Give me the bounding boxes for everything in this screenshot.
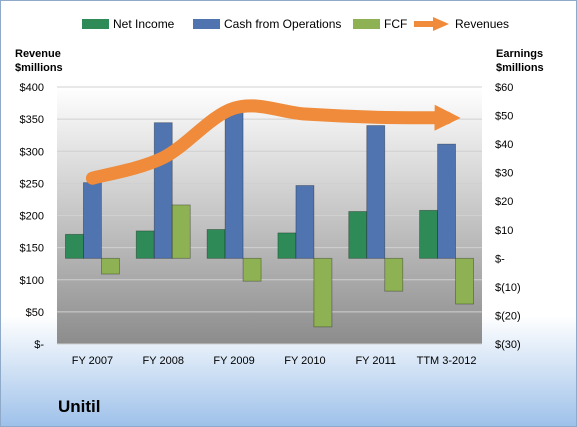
bar-net-income [277, 232, 297, 259]
legend-fcf-swatch [353, 19, 380, 29]
x-axis-ticks: FY 2007 FY 2008 FY 2009 FY 2010 FY 2011 TTM 3… [72, 355, 477, 367]
left-tick-label: $300 [20, 146, 44, 158]
left-tick-label: $- [34, 339, 44, 351]
company-name: Unitil [58, 397, 101, 416]
bar-cash-from-operations [83, 182, 102, 259]
right-tick-label: $10 [495, 225, 513, 237]
left-tick-label: $200 [20, 211, 44, 223]
revenues-line [85, 99, 461, 185]
x-tick-label: FY 2007 [72, 355, 113, 367]
left-tick-label: $400 [20, 82, 44, 94]
x-tick-label: TTM 3-2012 [417, 355, 477, 367]
bar-cash-from-operations [437, 143, 456, 259]
legend-cash-from-operations-label: Cash from Operations [224, 17, 341, 31]
bar-fcf [313, 257, 333, 328]
left-tick-label: $350 [20, 114, 44, 126]
legend-fcf-label: FCF [384, 17, 407, 31]
bar-net-income [419, 209, 438, 259]
bar-net-income [206, 229, 226, 259]
gridlines [57, 86, 482, 345]
legend: Net Income Cash from Operations FCF Reve… [82, 17, 509, 31]
left-tick-label: $50 [26, 307, 44, 319]
bar-net-income [348, 211, 368, 259]
bar-net-income [135, 230, 155, 259]
legend-revenues-label: Revenues [455, 17, 509, 31]
left-tick-label: $150 [20, 243, 44, 255]
bar-cash-from-operations [366, 125, 386, 259]
left-axis-title-line1: Revenue [15, 48, 61, 60]
left-axis-ticks: $- $50 $100 $150 $200 $250 $300 $350 $400 [20, 82, 45, 351]
legend-net-income-label: Net Income [113, 17, 175, 31]
left-axis-title-line2: $millions [15, 62, 63, 74]
bar-cash-from-operations [224, 108, 244, 259]
bar-fcf [384, 257, 404, 292]
x-tick-label: FY 2008 [143, 355, 184, 367]
right-axis-title-line2: $millions [496, 62, 544, 74]
right-tick-label: $- [495, 253, 505, 265]
right-tick-label: $20 [495, 196, 513, 208]
left-tick-label: $100 [20, 275, 44, 287]
right-axis-title-line1: Earnings [496, 48, 543, 60]
legend-revenues-arrowhead [433, 17, 449, 31]
bar-fcf [242, 257, 262, 282]
right-axis-ticks: $(30) $(20) $(10) $- $10 $20 $30 $40 $50 $60 [495, 82, 521, 351]
bar-cash-from-operations [295, 185, 315, 259]
legend-net-income-swatch [82, 19, 109, 29]
left-tick-label: $250 [20, 178, 44, 190]
right-tick-label: $50 [495, 111, 513, 123]
bar-fcf [455, 257, 474, 305]
x-tick-label: FY 2009 [213, 355, 254, 367]
right-tick-label: $(20) [495, 310, 521, 322]
right-tick-label: $(30) [495, 339, 521, 351]
right-tick-label: $30 [495, 168, 513, 180]
bar-net-income [65, 233, 84, 259]
right-tick-label: $60 [495, 82, 513, 94]
x-tick-label: FY 2010 [284, 355, 325, 367]
legend-cash-from-operations-swatch [193, 19, 220, 29]
x-tick-label: FY 2011 [355, 355, 396, 367]
right-tick-label: $40 [495, 139, 513, 151]
bar-fcf [171, 204, 191, 259]
bar-cash-from-operations [153, 122, 173, 259]
bar-fcf [101, 257, 120, 275]
right-tick-label: $(10) [495, 282, 521, 294]
